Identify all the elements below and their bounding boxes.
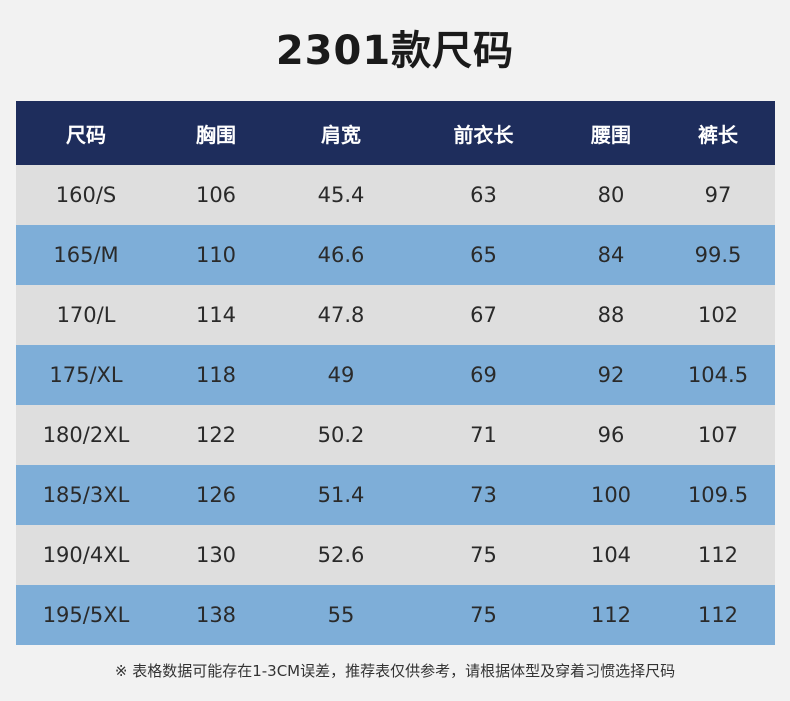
cell-size: 195/5XL [42,603,130,627]
cell-front-length: 73 [470,483,497,507]
cell-shoulder: 52.6 [317,543,365,567]
cell-shoulder: 50.2 [317,423,365,447]
footnote: ※ 表格数据可能存在1-3CM误差，推荐表仅供参考，请根据体型及穿着习惯选择尺码 [114,662,676,680]
cell-waist: 92 [597,363,625,387]
table-header-row: 尺码 胸围 肩宽 前衣长 腰围 裤长 [16,101,775,165]
cell-waist: 104 [590,543,632,567]
cell-front-length: 67 [470,303,497,327]
cell-pants-length: 112 [697,603,739,627]
cell-front-length: 75 [470,543,497,567]
table-row: 165/M 110 46.6 65 84 99.5 [16,225,775,285]
table-row: 185/3XL 126 51.4 73 100 109.5 [16,465,775,525]
header-pants-length: 裤长 [698,122,738,147]
cell-chest: 122 [195,423,237,447]
header-shoulder: 肩宽 [321,122,361,147]
cell-pants-length: 102 [697,303,739,327]
cell-pants-length: 109.5 [687,483,749,507]
cell-front-length: 75 [470,603,497,627]
cell-waist: 88 [597,303,625,327]
cell-shoulder: 45.4 [317,183,365,207]
header-size: 尺码 [66,122,106,147]
cell-pants-length: 112 [697,543,739,567]
cell-pants-length: 97 [704,183,732,207]
size-table: 尺码 胸围 肩宽 前衣长 腰围 裤长 160/S 106 45.4 63 80 … [16,101,775,645]
cell-shoulder: 51.4 [317,483,365,507]
cell-front-length: 69 [470,363,497,387]
table-row: 170/L 114 47.8 67 88 102 [16,285,775,345]
cell-chest: 106 [195,183,237,207]
cell-chest: 126 [195,483,237,507]
cell-chest: 110 [195,243,237,267]
cell-waist: 80 [597,183,625,207]
header-front-length: 前衣长 [453,122,514,147]
cell-chest: 114 [195,303,237,327]
table-row: 195/5XL 138 55 75 112 112 [16,585,775,645]
table-row: 190/4XL 130 52.6 75 104 112 [16,525,775,585]
cell-pants-length: 99.5 [694,243,742,267]
table-row: 175/XL 118 49 69 92 104.5 [16,345,775,405]
page-title: 2301款尺码 [275,28,515,74]
cell-size: 170/L [56,303,116,327]
cell-pants-length: 104.5 [687,363,749,387]
cell-waist: 96 [597,423,625,447]
cell-shoulder: 47.8 [317,303,365,327]
cell-size: 190/4XL [42,543,130,567]
cell-size: 180/2XL [42,423,130,447]
table-row: 160/S 106 45.4 63 80 97 [16,165,775,225]
cell-chest: 118 [195,363,237,387]
cell-size: 175/XL [49,363,123,387]
cell-chest: 130 [195,543,237,567]
cell-size: 165/M [53,243,119,267]
cell-waist: 112 [590,603,632,627]
cell-shoulder: 46.6 [317,243,365,267]
cell-front-length: 71 [470,423,497,447]
header-waist: 腰围 [591,122,631,147]
cell-size: 160/S [55,183,117,207]
table-row: 180/2XL 122 50.2 71 96 107 [16,405,775,465]
cell-size: 185/3XL [42,483,130,507]
cell-front-length: 63 [470,183,497,207]
cell-waist: 84 [597,243,625,267]
cell-shoulder: 49 [327,363,355,387]
cell-waist: 100 [590,483,632,507]
cell-shoulder: 55 [327,603,355,627]
cell-front-length: 65 [470,243,497,267]
cell-pants-length: 107 [697,423,739,447]
cell-chest: 138 [195,603,237,627]
header-chest: 胸围 [196,122,236,147]
